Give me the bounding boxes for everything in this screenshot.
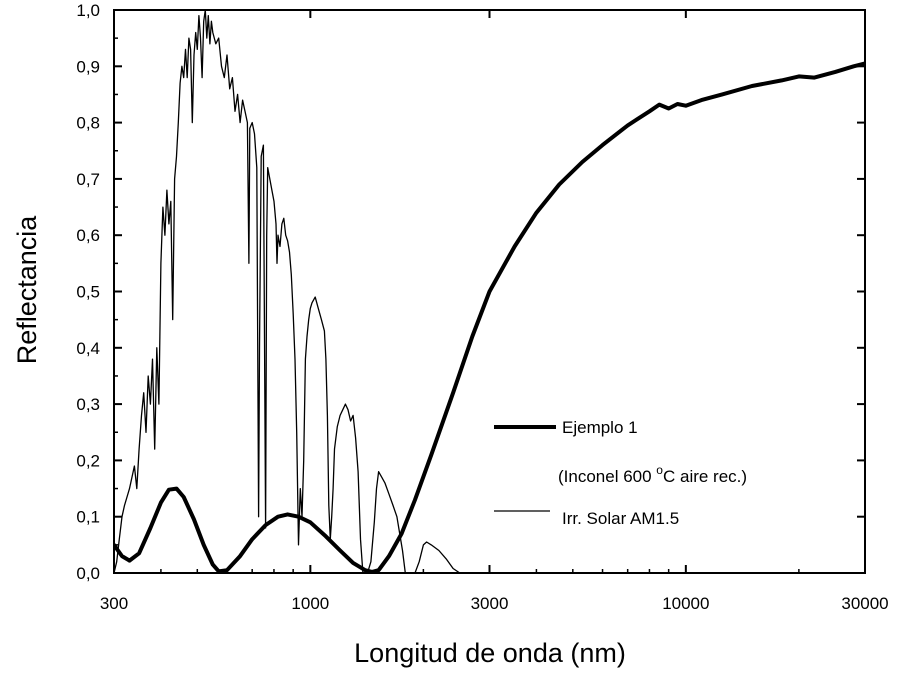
legend: Ejemplo 1 (Inconel 600 oC aire rec.) Irr… <box>494 418 747 528</box>
legend-degree-symbol: o <box>656 463 663 477</box>
x-tick-labels: 300 1000 3000 10000 30000 <box>100 594 889 613</box>
plot-frame <box>113 9 866 574</box>
x-tick-label: 30000 <box>841 594 888 613</box>
x-tick-label: 10000 <box>662 594 709 613</box>
y-tick-label: 0,8 <box>76 114 100 133</box>
x-tick-label: 300 <box>100 594 128 613</box>
legend-label-solar: Irr. Solar AM1.5 <box>562 509 679 528</box>
series-line-solar-irradiance <box>114 10 461 573</box>
series-group <box>114 10 865 573</box>
x-axis-title: Longitud de onda (nm) <box>354 638 626 668</box>
y-tick-label: 0,9 <box>76 57 100 76</box>
y-tick-label: 0,7 <box>76 170 100 189</box>
y-tick-label: 1,0 <box>76 1 100 20</box>
y-tick-label: 0,1 <box>76 508 100 527</box>
legend-label-material: (Inconel 600 oC aire rec.) <box>558 463 747 486</box>
y-tick-label: 0,5 <box>76 283 100 302</box>
x-tick-label: 3000 <box>471 594 509 613</box>
legend-material-suffix: C aire rec.) <box>663 467 747 486</box>
legend-material-prefix: (Inconel 600 <box>558 467 656 486</box>
y-tick-label: 0,3 <box>76 395 100 414</box>
y-tick-label: 0,4 <box>76 339 100 358</box>
y-axis-title: Reflectancia <box>12 215 42 365</box>
y-tick-label: 0,6 <box>76 226 100 245</box>
y-tick-labels: 0,0 0,1 0,2 0,3 0,4 0,5 0,6 0,7 0,8 0,9 1,0 <box>76 1 100 583</box>
legend-label-ejemplo: Ejemplo 1 <box>562 418 638 437</box>
x-tick-label: 1000 <box>291 594 329 613</box>
y-tick-label: 0,0 <box>76 564 100 583</box>
y-tick-label: 0,2 <box>76 451 100 470</box>
series-line-ejemplo-1 <box>114 61 865 573</box>
